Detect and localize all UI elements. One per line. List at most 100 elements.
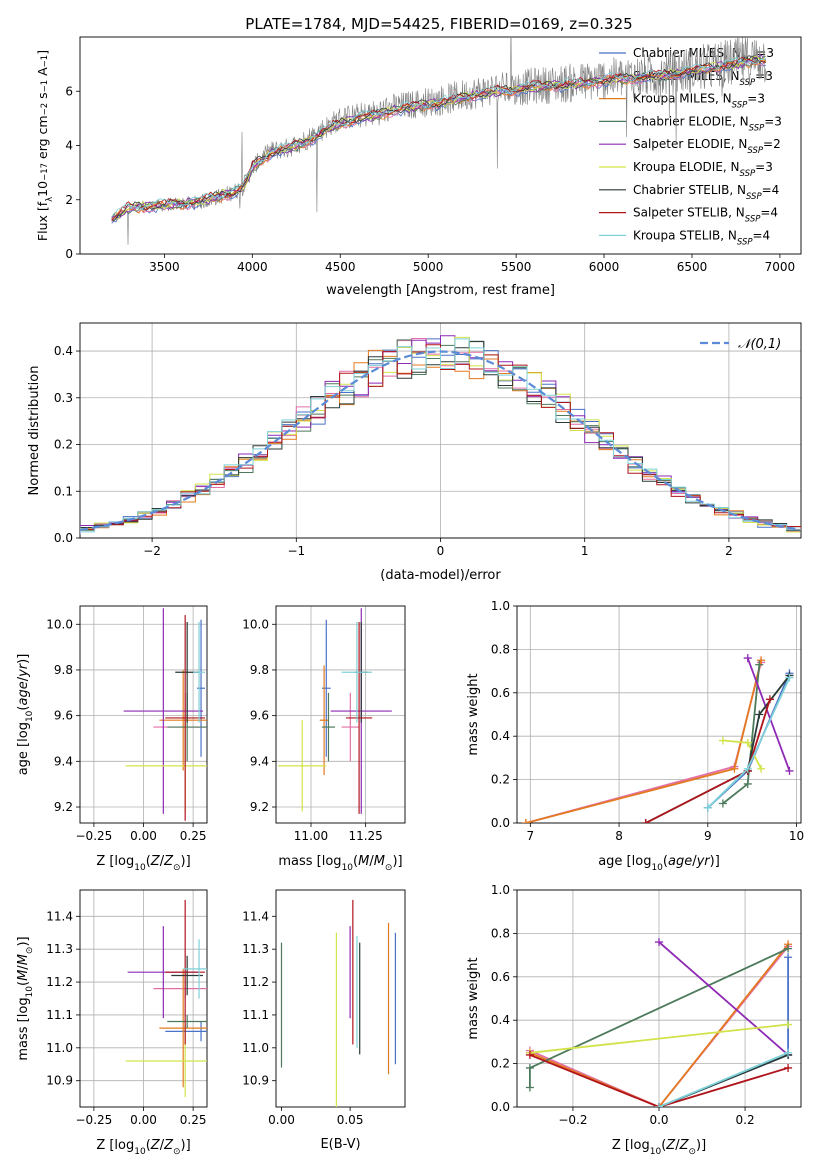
age-weight-ytick-label: 1.0: [491, 599, 510, 613]
spectrum-xtick-label: 5500: [501, 260, 532, 274]
age-weight-ytick-label: 0.0: [491, 816, 510, 830]
age-weight-ytick-label: 0.6: [491, 686, 510, 700]
histogram-xlabel: (data-model)/error: [380, 568, 501, 583]
legend-label-6: Chabrier STELIB, NSSP=4: [633, 183, 779, 202]
age-weight-ytick-label: 0.2: [491, 773, 510, 787]
age-weight-marker-8: [743, 764, 752, 773]
legend-label-5: Kroupa ELODIE, NSSP=3: [633, 160, 773, 179]
mass-age-ytick-label: 9.6: [250, 709, 269, 723]
z-weight-line-2: [529, 943, 789, 1107]
age-weight-xtick-label: 7: [526, 829, 534, 843]
z-weight-marker-5: [784, 1020, 793, 1029]
residuals-ytick-label: 0.3: [54, 391, 73, 405]
z-weight-ytick-label: 0.6: [491, 970, 510, 984]
spectrum-title: PLATE=1784, MJD=54425, FIBERID=0169, z=0…: [245, 15, 632, 33]
z-mass-plot: [125, 899, 207, 1098]
z-weight-ytick-label: 0.4: [491, 1013, 510, 1027]
spectrum-xtick-label: 4000: [237, 260, 268, 274]
z-weight-ytick-label: 0.0: [491, 1100, 510, 1114]
ebv-mass-ytick-label: 11.0: [242, 1041, 269, 1055]
residuals-ytick-label: 0.2: [54, 438, 73, 452]
z-age-xtick-label: 0.25: [180, 829, 207, 843]
z-weight-line-4: [658, 941, 789, 1056]
z-age-xtick-label: −0.25: [76, 829, 113, 843]
ebv-mass-xtick-label: 0.00: [268, 1113, 295, 1127]
z-age-ytick-label: 9.2: [54, 800, 73, 814]
spectrum-ytick-label: 6: [65, 84, 73, 98]
spectrum-xtick-label: 7000: [765, 260, 796, 274]
age-weight-xlabel: age [log10(age/yr)]: [598, 854, 720, 873]
age-weight-marker-3: [718, 799, 727, 808]
z-mass-xlabel: Z [log10(Z/Z⊙)]: [96, 1138, 190, 1157]
legend-label-3: Chabrier ELODIE, NSSP=3: [633, 114, 782, 133]
ebv-mass-ytick-label: 10.9: [242, 1074, 269, 1088]
z-weight-xtick-label: 0.0: [649, 1113, 668, 1127]
spectrum-xtick-label: 3500: [149, 260, 180, 274]
mass-age-xlabel: mass [log10(M/M⊙)]: [278, 854, 402, 873]
age-weight-xtick-label: 8: [615, 829, 623, 843]
z-weight-marker-3: [784, 944, 793, 953]
z-mass-ytick-label: 10.9: [46, 1074, 73, 1088]
age-weight-plot: [521, 654, 794, 823]
histogram-plot: [80, 335, 801, 535]
mass-age-xtick-label: 11.25: [348, 829, 382, 843]
spectrum-ytick-label: 0: [65, 247, 73, 261]
model-spectrum-8: [111, 56, 766, 218]
z-weight-marker-8: [784, 1048, 793, 1057]
age-weight-line-4: [746, 657, 791, 772]
z-weight-line-8: [658, 1051, 789, 1107]
mass-age-ytick-label: 9.2: [250, 800, 269, 814]
age-weight-marker-7: [641, 819, 650, 823]
histogram-ylabel: Normed distribution: [27, 366, 42, 496]
ebv-mass-xtick-label: 0.05: [337, 1113, 364, 1127]
z-weight-marker-3: [525, 1063, 534, 1072]
spectrum-ytick-label: 2: [65, 193, 73, 207]
legend-label-8: Kroupa STELIB, NSSP=4: [633, 228, 770, 247]
legend-label-4: Salpeter ELODIE, NSSP=2: [633, 137, 781, 156]
spectrum-axes: 3500 4000 4500 5000 5500 6000 6500 7000 0 2 4 6 wave…: [35, 36, 802, 298]
z-mass-ylabel: mass [log10(M/M⊙)]: [16, 936, 35, 1060]
z-age-ylabel: age [log10(age/yr)]: [16, 654, 35, 776]
age-weight-marker-8: [785, 673, 794, 682]
mass-age-ytick-label: 9.8: [250, 663, 269, 677]
z-weight-ylabel: mass weight: [466, 957, 481, 1039]
age-weight-xtick-label: 10: [789, 829, 804, 843]
residuals-ytick-label: 0.1: [54, 484, 73, 498]
age-weight-marker-4: [743, 654, 752, 663]
age-weight-ylabel: mass weight: [466, 673, 481, 755]
z-weight-marker-3: [525, 1083, 534, 1092]
age-weight-marker-8: [703, 803, 712, 812]
z-mass-ytick-label: 11.0: [46, 1041, 73, 1055]
spectrum-xtick-label: 6500: [677, 260, 708, 274]
gaussian-reference: [80, 350, 799, 531]
age-weight-marker-7: [765, 695, 774, 704]
ebv-mass-ytick-label: 11.1: [242, 1008, 269, 1022]
age-weight-marker-2: [757, 656, 766, 665]
age-weight-marker-6: [755, 710, 764, 719]
z-mass-xtick-label: −0.25: [76, 1113, 113, 1127]
age-weight-ytick-label: 0.4: [491, 729, 510, 743]
z-mass-xtick-label: 0.00: [130, 1113, 157, 1127]
z-weight-ytick-label: 1.0: [491, 883, 510, 897]
z-weight-ytick-label: 0.2: [491, 1057, 510, 1071]
spectrum-xtick-label: 4500: [325, 260, 356, 274]
residuals-axes: −2 −1 0 1 2 0.0 0.1 0.2 0.3 0.4 (data-model)/error…: [27, 322, 802, 583]
z-age-xtick-label: 0.00: [130, 829, 157, 843]
model-spectrum-6: [111, 56, 766, 222]
age-weight-axes: 7 8 9 10 0.0 0.2 0.4 0.6 0.8 1.0 age [log10(age/yr…: [466, 599, 804, 873]
spectrum-xlabel: wavelength [Angstrom, rest frame]: [326, 283, 555, 298]
mass-age-axes: 11.00 11.25 9.2 9.4 9.6 9.8 10.0 mass [log10(M/…: [242, 605, 406, 873]
age-weight-ytick-label: 0.8: [491, 642, 510, 656]
spectrum-xtick-label: 5000: [413, 260, 444, 274]
ebv-mass-axes: 0.00 0.05 10.9 11.0 11.1 11.2 11.3 11.4 E(B-V): [242, 889, 406, 1152]
z-age-ytick-label: 9.4: [54, 754, 73, 768]
mass-age-ytick-label: 10.0: [242, 617, 269, 631]
z-weight-xtick-label: 0.2: [736, 1113, 755, 1127]
residuals-ytick-label: 0.4: [54, 344, 73, 358]
z-age-ytick-label: 9.6: [54, 709, 73, 723]
z-weight-marker-8: [655, 1103, 663, 1107]
z-mass-xtick-label: 0.25: [180, 1113, 207, 1127]
age-weight-marker-5: [743, 738, 752, 747]
legend-gauss-label: 𝒩(0,1): [738, 337, 781, 352]
